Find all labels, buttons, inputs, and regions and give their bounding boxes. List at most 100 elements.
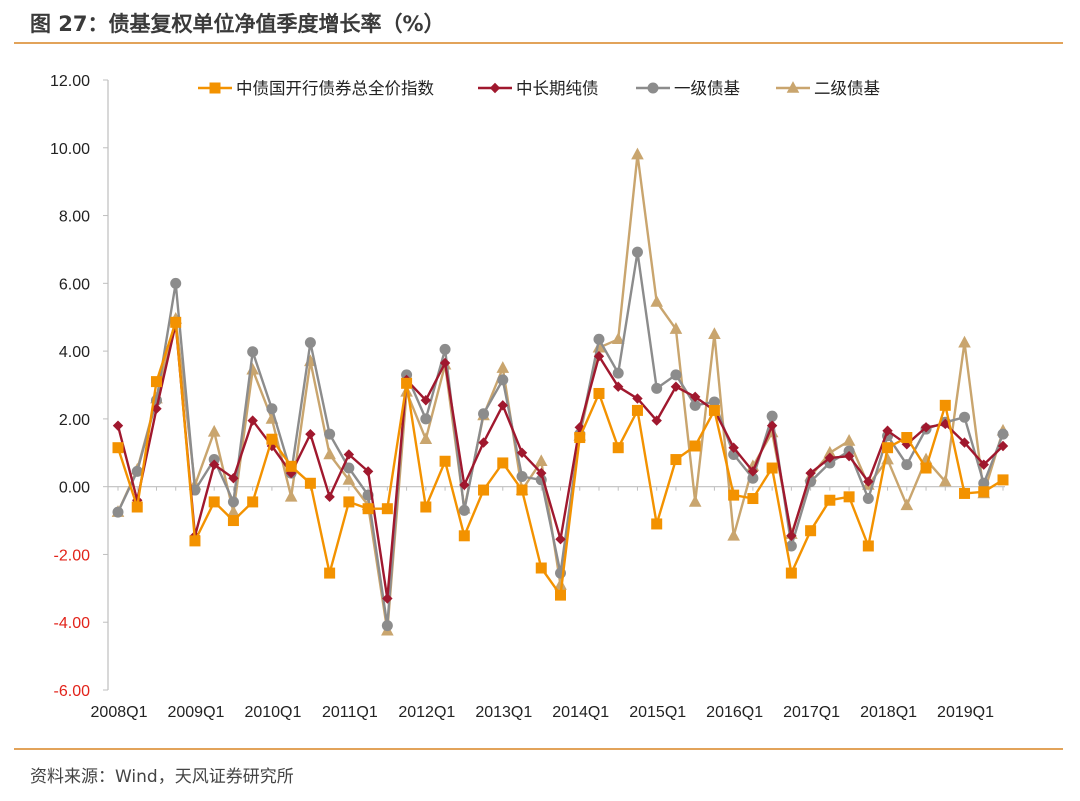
- diamond-marker: [247, 415, 258, 426]
- triangle-marker: [323, 447, 336, 460]
- series-line: [116, 153, 1005, 632]
- circle-marker: [112, 506, 124, 518]
- square-marker: [131, 501, 143, 513]
- circle-marker: [497, 374, 509, 386]
- y-tick-label: -2.00: [54, 547, 91, 564]
- diamond-marker: [632, 393, 643, 404]
- diamond-marker: [824, 452, 836, 464]
- legend-item: 中债国开行债券总全价指数: [198, 79, 435, 98]
- x-tick-label: 2013Q1: [475, 704, 532, 721]
- series-layer: [111, 147, 1010, 636]
- x-tick-label: 2011Q1: [322, 704, 378, 721]
- diamond-marker: [305, 428, 316, 440]
- diamond-marker: [362, 466, 374, 477]
- circle-marker: [420, 413, 432, 425]
- triangle-marker: [227, 505, 240, 517]
- square-marker: [785, 567, 797, 579]
- legend-item: 一级债基: [636, 79, 740, 98]
- circle-marker: [612, 367, 624, 379]
- square-marker: [227, 515, 239, 527]
- square-marker: [766, 462, 778, 474]
- square-marker: [285, 460, 297, 472]
- circle-marker: [978, 477, 990, 489]
- triangle-marker: [842, 434, 856, 446]
- diamond-marker: [863, 476, 874, 487]
- legend-label: 一级债基: [674, 79, 740, 98]
- x-tick-label: 2017Q1: [783, 704, 840, 721]
- circle-marker: [670, 369, 682, 381]
- series-3: [111, 147, 1010, 636]
- triangle-marker: [496, 361, 510, 373]
- x-tick-label: 2009Q1: [167, 704, 224, 721]
- series-1: [112, 318, 1009, 604]
- bottom-divider: [14, 748, 1063, 750]
- square-marker: [670, 454, 682, 466]
- diamond-marker: [420, 395, 432, 406]
- triangle-marker: [727, 528, 740, 541]
- square-marker: [401, 377, 413, 389]
- square-marker: [574, 432, 586, 444]
- square-marker: [959, 487, 971, 499]
- square-marker: [458, 530, 470, 542]
- square-marker: [150, 376, 162, 388]
- diamond-marker: [489, 82, 501, 94]
- x-tick-label: 2016Q1: [706, 704, 763, 721]
- circle-marker: [439, 343, 451, 355]
- triangle-marker: [881, 452, 894, 465]
- square-marker: [708, 404, 720, 416]
- legend-item: 中长期纯债: [478, 79, 599, 98]
- square-marker: [209, 82, 221, 94]
- square-marker: [920, 462, 932, 474]
- circle-marker: [766, 410, 778, 422]
- triangle-marker: [900, 498, 914, 511]
- square-marker: [208, 496, 220, 508]
- circle-marker: [131, 465, 143, 477]
- diamond-marker: [786, 530, 797, 542]
- diamond-marker: [613, 381, 624, 392]
- y-tick-label: 10.00: [50, 141, 90, 158]
- circle-marker: [747, 472, 759, 484]
- triangle-marker: [688, 495, 702, 507]
- triangle-marker: [938, 474, 952, 487]
- circle-marker: [593, 333, 605, 345]
- diamond-marker: [843, 450, 855, 462]
- series-0: [112, 316, 1009, 601]
- y-tick-label: 12.00: [50, 73, 90, 90]
- circle-marker: [516, 471, 528, 482]
- circle-marker: [631, 246, 643, 258]
- square-marker: [535, 562, 547, 574]
- diamond-marker: [805, 467, 816, 479]
- triangle-marker: [534, 454, 548, 467]
- circle-marker: [997, 428, 1009, 440]
- x-tick-label: 2012Q1: [398, 704, 455, 721]
- triangle-marker: [554, 578, 567, 590]
- circle-marker: [689, 399, 701, 411]
- top-divider: [14, 42, 1063, 44]
- diamond-marker: [555, 533, 566, 545]
- figure-title: 图 27：债基复权单位净值季度增长率（%）: [30, 12, 445, 36]
- y-tick-label: -6.00: [54, 683, 91, 700]
- square-marker: [651, 518, 663, 530]
- y-tick-label: 2.00: [59, 412, 90, 429]
- diamond-marker: [651, 415, 662, 426]
- square-marker: [747, 493, 759, 505]
- circle-marker: [170, 277, 182, 289]
- square-marker: [862, 540, 874, 552]
- square-marker: [112, 442, 124, 454]
- square-marker: [381, 503, 393, 515]
- triangle-marker: [207, 424, 221, 437]
- triangle-marker: [611, 332, 625, 345]
- y-tick-label: 8.00: [59, 209, 90, 226]
- square-marker: [824, 494, 836, 506]
- diamond-marker: [459, 479, 470, 491]
- square-marker: [555, 589, 566, 601]
- diamond-marker: [343, 449, 355, 460]
- diamond-marker: [324, 491, 335, 503]
- square-marker: [516, 484, 528, 496]
- square-marker: [478, 484, 490, 496]
- circle-marker: [458, 504, 470, 516]
- y-tick-label: 0.00: [59, 480, 90, 497]
- square-marker: [439, 455, 451, 467]
- diamond-marker: [882, 425, 893, 436]
- diamond-marker: [536, 467, 547, 479]
